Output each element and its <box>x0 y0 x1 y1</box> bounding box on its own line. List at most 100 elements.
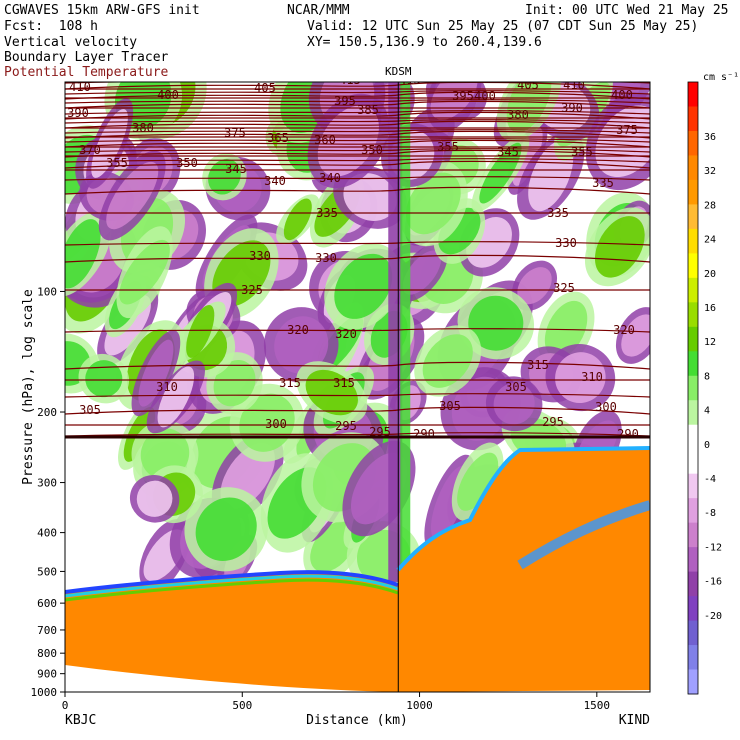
x-tick-label: 500 <box>232 699 252 712</box>
theta-contour-label: 295 <box>335 419 357 433</box>
theta-contour-label: 410 <box>69 80 91 94</box>
theta-contour-label: 400 <box>474 89 496 103</box>
theta-contour-label: 355 <box>106 156 128 170</box>
theta-contour-line <box>65 149 650 158</box>
colorbar-swatch <box>688 106 698 132</box>
theta-contour-line <box>65 406 650 415</box>
theta-contour-label: 300 <box>265 417 287 431</box>
theta-contour-line <box>65 158 650 163</box>
velocity-cell-core <box>479 142 522 204</box>
velocity-cell-core <box>208 159 241 195</box>
theta-contour-label: 340 <box>319 171 341 185</box>
theta-contour-label: 400 <box>611 88 633 102</box>
colorbar-label: -16 <box>704 577 722 588</box>
theta-contour-label: 320 <box>335 327 357 341</box>
colorbar-label: 24 <box>704 235 716 246</box>
cross-section-endpoints: XY= 150.5,136.9 to 260.4,139.6 <box>307 35 542 50</box>
colorbar-swatch <box>688 400 698 426</box>
theta-contour-line <box>65 119 650 124</box>
y-tick-label: 100 <box>37 285 57 298</box>
velocity-cell-core <box>517 267 552 305</box>
colorbar-swatch <box>688 302 698 328</box>
theta-contour-label: 350 <box>176 156 198 170</box>
theta-contour-line <box>65 254 650 263</box>
velocity-cell-core <box>334 253 393 319</box>
colorbar-swatch <box>688 155 698 181</box>
theta-contour-line <box>65 90 650 95</box>
theta-contour-label: 380 <box>507 108 529 122</box>
theta-contour-label: 395 <box>334 94 356 108</box>
colorbar-frame <box>687 81 699 695</box>
y-tick-label: 500 <box>37 565 57 578</box>
plot-frame <box>64 81 651 693</box>
colorbar-swatch <box>688 130 698 156</box>
theta-contour-label: 375 <box>616 123 638 137</box>
theta-contour-label: 420 <box>189 70 211 84</box>
theta-contour-label: 320 <box>613 323 635 337</box>
y-tick-label: 600 <box>37 597 57 610</box>
theta-contour-line <box>65 139 650 148</box>
theta-contour-line <box>65 393 650 398</box>
theta-contour-label: 340 <box>264 174 286 188</box>
velocity-cell-core <box>138 339 174 407</box>
theta-contour-label: 305 <box>79 403 101 417</box>
theta-contour-line <box>65 110 650 115</box>
theta-contour-label: 390 <box>561 101 583 115</box>
theta-contour-line <box>65 186 650 195</box>
theta-contour-label: 405 <box>254 81 276 95</box>
theta-contour-line <box>65 176 650 181</box>
colorbar-swatch <box>688 253 698 279</box>
y-tick-label: 900 <box>37 668 57 681</box>
x-endpoint-right: KIND <box>619 713 650 728</box>
plume-down <box>388 82 403 582</box>
theta-contour-label: 360 <box>314 133 336 147</box>
velocity-cell-core <box>430 82 478 120</box>
colorbar-swatch <box>688 277 698 303</box>
terrain <box>65 665 400 692</box>
velocity-cell-core <box>468 295 524 351</box>
theta-contour-line <box>65 328 650 333</box>
x-tick-label: 1000 <box>406 699 433 712</box>
theta-contour-label: 325 <box>553 281 575 295</box>
colorbar-swatch <box>688 596 698 622</box>
colorbar-swatch <box>688 571 698 597</box>
colorbar-swatch <box>688 547 698 573</box>
velocity-cell-core <box>65 219 101 289</box>
colorbar-label: 36 <box>704 132 716 143</box>
colorbar-swatch <box>688 498 698 524</box>
theta-contour-line <box>65 241 650 246</box>
velocity-cell-core <box>422 334 473 388</box>
colorbar-swatch <box>688 326 698 352</box>
theta-contour-line <box>65 120 650 129</box>
theta-contour-line <box>65 130 650 139</box>
bl-east-edge <box>396 446 650 572</box>
theta-contour-label: 315 <box>279 376 301 390</box>
theta-contour-label: 310 <box>581 370 603 384</box>
theta-contour-label: 330 <box>315 251 337 265</box>
x-tick-label: 0 <box>62 699 69 712</box>
colorbar-label: -8 <box>704 508 716 519</box>
theta-contour-label: 335 <box>592 176 614 190</box>
bl-top-edge-green <box>65 578 399 602</box>
theta-contour-line <box>65 99 650 104</box>
colorbar-label: -12 <box>704 542 722 553</box>
colorbar-label: -20 <box>704 611 722 622</box>
valid-time: Valid: 12 UTC Sun 25 May 25 (07 CDT Sun … <box>307 19 699 34</box>
velocity-cell-core <box>136 480 173 517</box>
velocity-cell-core <box>343 173 397 221</box>
init-time: Init: 00 UTC Wed 21 May 25 <box>525 3 729 18</box>
y-tick-label: 200 <box>37 406 57 419</box>
colorbar-swatch <box>688 351 698 377</box>
plume-up <box>400 82 411 582</box>
theta-contour-label: 290 <box>617 427 639 441</box>
theta-contour-label: 415 <box>399 73 421 87</box>
y-tick-label: 800 <box>37 647 57 660</box>
station-label-kdsm: KDSM <box>385 65 412 78</box>
theta-contour-label: 390 <box>67 106 89 120</box>
theta-contour-label: 350 <box>361 143 383 157</box>
theta-contour-label: 335 <box>316 206 338 220</box>
theta-contour-label: 355 <box>571 145 593 159</box>
colorbar-label: 8 <box>704 371 710 382</box>
